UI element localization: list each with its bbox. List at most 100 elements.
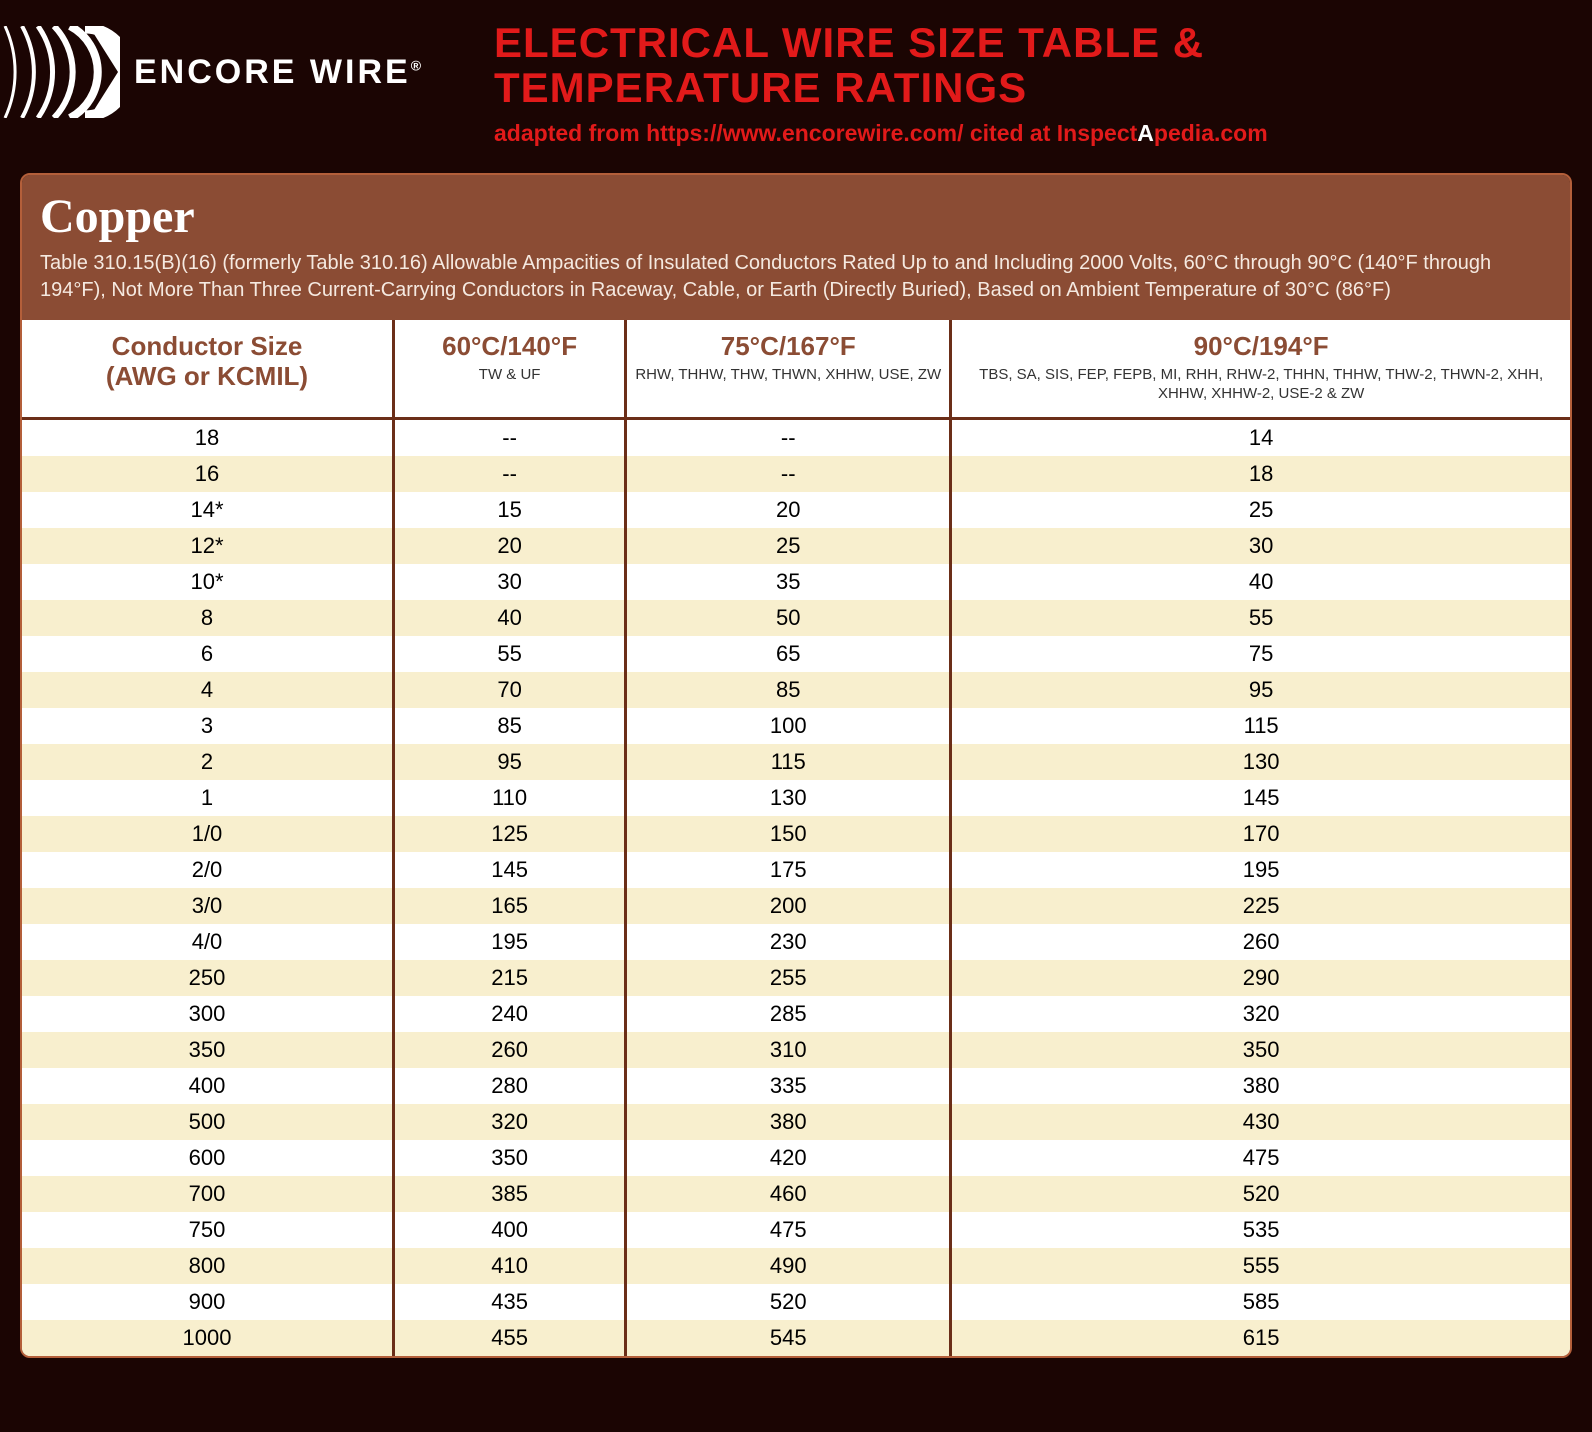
- table-cell: 230: [626, 924, 951, 960]
- table-cell: 145: [394, 852, 626, 888]
- ampacity-table: Conductor Size (AWG or KCMIL) 60°C/140°F…: [22, 320, 1570, 1356]
- table-row: 16----18: [22, 456, 1570, 492]
- table-cell: 30: [394, 564, 626, 600]
- table-row: 900435520585: [22, 1284, 1570, 1320]
- table-cell: 165: [394, 888, 626, 924]
- table-cell: 240: [394, 996, 626, 1032]
- table-cell: 300: [22, 996, 394, 1032]
- table-row: 4/0195230260: [22, 924, 1570, 960]
- table-cell: 200: [626, 888, 951, 924]
- table-cell: 255: [626, 960, 951, 996]
- table-row: 250215255290: [22, 960, 1570, 996]
- table-row: 700385460520: [22, 1176, 1570, 1212]
- table-cell: 520: [626, 1284, 951, 1320]
- table-cell: 380: [951, 1068, 1570, 1104]
- table-cell: 18: [22, 419, 394, 457]
- brand-logo: ENCORE WIRE®: [0, 20, 424, 118]
- table-cell: 290: [951, 960, 1570, 996]
- table-cell: 115: [626, 744, 951, 780]
- table-cell: 900: [22, 1284, 394, 1320]
- table-cell: 40: [951, 564, 1570, 600]
- table-cell: --: [394, 419, 626, 457]
- table-cell: 12*: [22, 528, 394, 564]
- table-row: 1110130145: [22, 780, 1570, 816]
- page-subtitle: adapted from https://www.encorewire.com/…: [494, 117, 1268, 149]
- th-75c: 75°C/167°F RHW, THHW, THW, THWN, XHHW, U…: [626, 320, 951, 419]
- table-cell: 55: [394, 636, 626, 672]
- table-cell: 335: [626, 1068, 951, 1104]
- table-cell: 350: [22, 1032, 394, 1068]
- table-body: 18----1416----1814*15202512*20253010*303…: [22, 419, 1570, 1357]
- table-cell: 3/0: [22, 888, 394, 924]
- table-cell: 490: [626, 1248, 951, 1284]
- table-cell: 130: [951, 744, 1570, 780]
- table-cell: 175: [626, 852, 951, 888]
- table-row: 12*202530: [22, 528, 1570, 564]
- table-cell: 55: [951, 600, 1570, 636]
- table-row: 600350420475: [22, 1140, 1570, 1176]
- table-cell: 260: [951, 924, 1570, 960]
- table-cell: 50: [626, 600, 951, 636]
- table-row: 14*152025: [22, 492, 1570, 528]
- table-cell: 14: [951, 419, 1570, 457]
- table-row: 295115130: [22, 744, 1570, 780]
- table-cell: 215: [394, 960, 626, 996]
- table-cell: 25: [951, 492, 1570, 528]
- table-cell: 400: [22, 1068, 394, 1104]
- table-cell: 85: [394, 708, 626, 744]
- table-cell: 225: [951, 888, 1570, 924]
- table-cell: 455: [394, 1320, 626, 1356]
- table-cell: 410: [394, 1248, 626, 1284]
- table-cell: 4/0: [22, 924, 394, 960]
- table-cell: 95: [951, 672, 1570, 708]
- table-row: 385100115: [22, 708, 1570, 744]
- table-cell: --: [394, 456, 626, 492]
- table-cell: 18: [951, 456, 1570, 492]
- table-cell: 585: [951, 1284, 1570, 1320]
- table-cell: 130: [626, 780, 951, 816]
- table-cell: 110: [394, 780, 626, 816]
- copper-panel: Copper Table 310.15(B)(16) (formerly Tab…: [20, 173, 1572, 1358]
- table-cell: 520: [951, 1176, 1570, 1212]
- table-cell: 115: [951, 708, 1570, 744]
- page-header: ENCORE WIRE® ELECTRICAL WIRE SIZE TABLE …: [0, 0, 1592, 159]
- table-cell: 350: [394, 1140, 626, 1176]
- table-row: 1000455545615: [22, 1320, 1570, 1356]
- table-cell: 545: [626, 1320, 951, 1356]
- panel-description: Table 310.15(B)(16) (formerly Table 310.…: [40, 250, 1552, 304]
- panel-header: Copper Table 310.15(B)(16) (formerly Tab…: [22, 175, 1570, 320]
- table-cell: 35: [626, 564, 951, 600]
- table-cell: 20: [394, 528, 626, 564]
- panel-heading: Copper: [40, 189, 1552, 244]
- table-cell: 25: [626, 528, 951, 564]
- table-cell: 435: [394, 1284, 626, 1320]
- table-cell: 3: [22, 708, 394, 744]
- table-cell: 150: [626, 816, 951, 852]
- table-cell: 310: [626, 1032, 951, 1068]
- table-cell: 170: [951, 816, 1570, 852]
- table-cell: 350: [951, 1032, 1570, 1068]
- table-cell: 2/0: [22, 852, 394, 888]
- table-cell: 285: [626, 996, 951, 1032]
- table-cell: --: [626, 419, 951, 457]
- table-cell: 800: [22, 1248, 394, 1284]
- table-row: 2/0145175195: [22, 852, 1570, 888]
- table-cell: 475: [951, 1140, 1570, 1176]
- table-cell: 95: [394, 744, 626, 780]
- table-cell: 4: [22, 672, 394, 708]
- table-row: 400280335380: [22, 1068, 1570, 1104]
- table-cell: 700: [22, 1176, 394, 1212]
- table-cell: 16: [22, 456, 394, 492]
- table-row: 4708595: [22, 672, 1570, 708]
- table-row: 350260310350: [22, 1032, 1570, 1068]
- table-cell: 320: [394, 1104, 626, 1140]
- table-cell: 380: [626, 1104, 951, 1140]
- table-row: 750400475535: [22, 1212, 1570, 1248]
- table-head: Conductor Size (AWG or KCMIL) 60°C/140°F…: [22, 320, 1570, 419]
- table-row: 300240285320: [22, 996, 1570, 1032]
- table-cell: 260: [394, 1032, 626, 1068]
- table-row: 10*303540: [22, 564, 1570, 600]
- table-cell: 6: [22, 636, 394, 672]
- table-cell: 385: [394, 1176, 626, 1212]
- table-cell: 70: [394, 672, 626, 708]
